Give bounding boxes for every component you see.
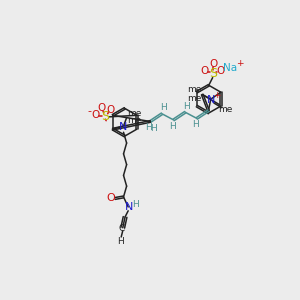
Text: O: O: [98, 103, 106, 112]
Text: me: me: [127, 109, 142, 118]
Text: me: me: [187, 85, 202, 94]
Text: me: me: [127, 116, 142, 125]
Text: Na: Na: [223, 63, 237, 73]
Text: O: O: [107, 105, 115, 115]
Text: H: H: [183, 102, 190, 111]
Text: O: O: [216, 66, 224, 76]
Text: H: H: [132, 200, 139, 209]
Text: N: N: [125, 202, 133, 212]
Text: H: H: [146, 123, 152, 132]
Text: H: H: [150, 124, 157, 133]
Text: me: me: [187, 94, 202, 103]
Text: O: O: [107, 194, 116, 203]
Text: H: H: [192, 120, 199, 129]
Text: O: O: [209, 59, 217, 69]
Text: N: N: [207, 95, 216, 105]
Text: N: N: [119, 122, 128, 132]
Text: -: -: [87, 106, 91, 116]
Text: O: O: [200, 66, 208, 76]
Text: S: S: [209, 67, 217, 80]
Text: H: H: [169, 122, 176, 130]
Text: C: C: [119, 224, 125, 233]
Text: O: O: [91, 110, 99, 120]
Text: S: S: [101, 110, 110, 123]
Text: +: +: [236, 59, 244, 68]
Text: me: me: [218, 105, 233, 114]
Text: H: H: [160, 103, 167, 112]
Text: +: +: [213, 91, 221, 100]
Text: H: H: [117, 237, 124, 246]
